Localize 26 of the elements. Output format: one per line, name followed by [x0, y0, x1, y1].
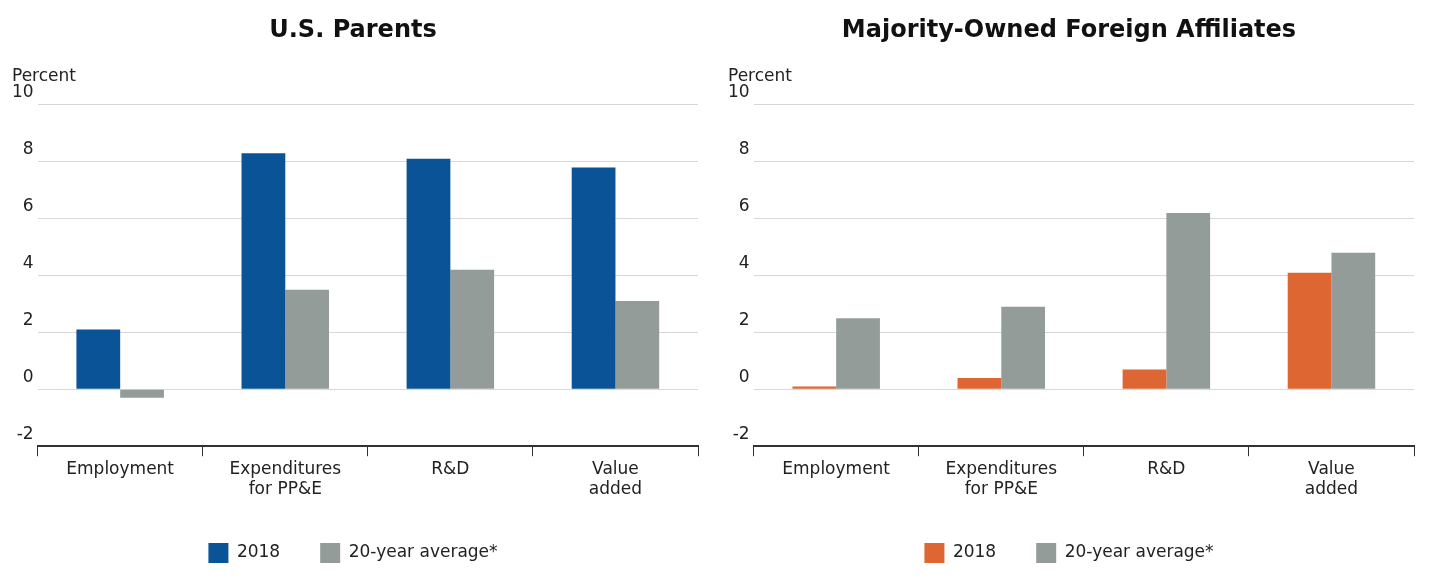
y-tick-label: 2	[22, 308, 34, 329]
y-tick-label: 6	[738, 195, 750, 216]
legend-label: 20-year average*	[348, 541, 498, 562]
legend-label: 2018	[952, 541, 997, 562]
x-tick-label: Value added	[588, 457, 643, 499]
y-tick-label: -2	[16, 422, 34, 443]
x-tick-label: Employment	[66, 457, 175, 478]
legend-label: 2018	[236, 541, 281, 562]
x-tick-label: R&D	[1147, 457, 1186, 478]
x-tick-label: R&D	[431, 457, 470, 478]
y-tick-label: 2	[738, 308, 750, 329]
x-tick-label: Employment	[782, 457, 891, 478]
y-tick-label: 4	[738, 251, 750, 272]
y-tick-label: 4	[22, 251, 34, 272]
y-tick-label: 8	[22, 138, 34, 159]
x-tick-label: Expenditures for PP&E	[945, 457, 1058, 499]
chart-title: Majority-Owned Foreign Affiliates	[841, 14, 1297, 43]
y-tick-label: 6	[22, 195, 34, 216]
y-tick-label: 0	[22, 365, 34, 386]
y-tick-label: -2	[732, 422, 750, 443]
x-tick-label: Expenditures for PP&E	[229, 457, 342, 499]
chart-title: U.S. Parents	[269, 14, 437, 43]
y-tick-label: 0	[738, 365, 750, 386]
y-tick-label: 8	[738, 138, 750, 159]
x-tick-label: Value added	[1304, 457, 1359, 499]
legend-label: 20-year average*	[1064, 541, 1214, 562]
